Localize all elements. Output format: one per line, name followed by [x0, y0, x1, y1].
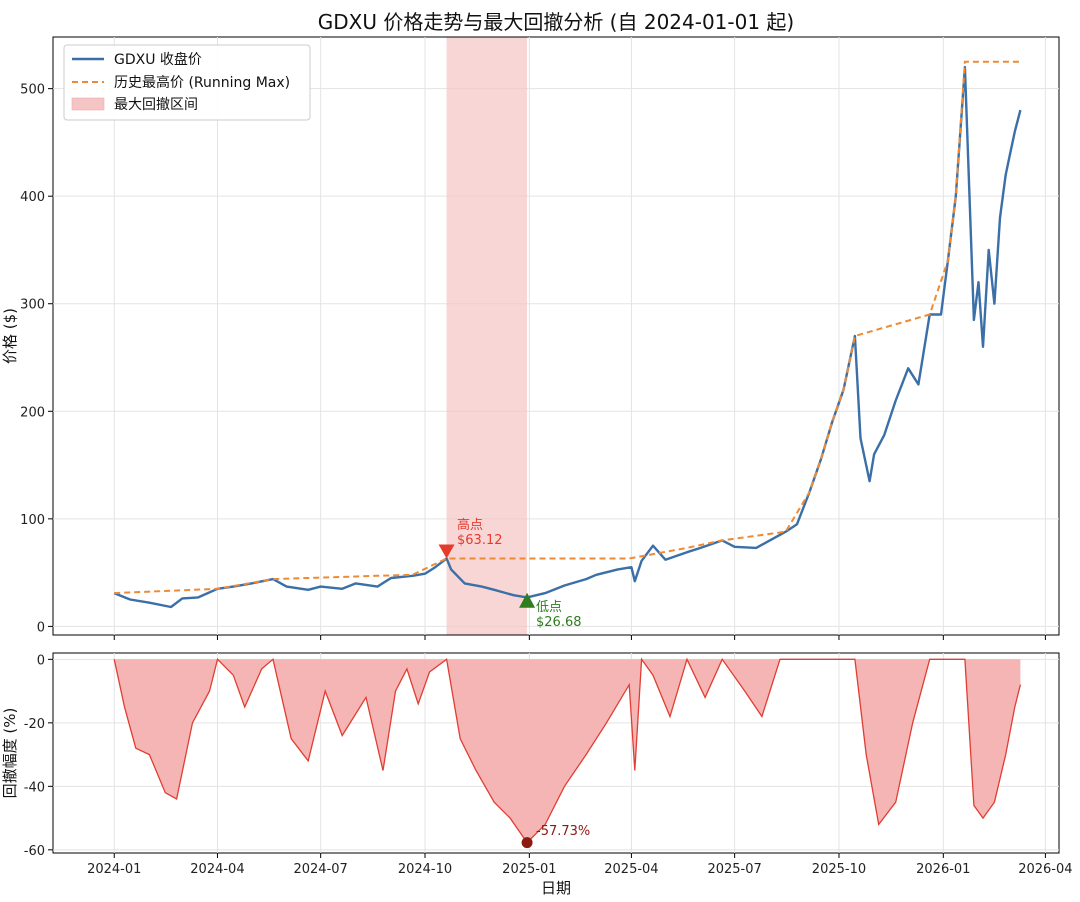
drawdown-area-layer: [113, 657, 1022, 849]
drawdown-y-tick-label: 0: [37, 653, 45, 668]
x-tick-label: 2024-01: [87, 862, 141, 877]
peak-value-label: $63.12: [457, 533, 503, 548]
drawdown-y-tick-label: -60: [24, 844, 45, 859]
trough-value-label: $26.68: [536, 615, 582, 630]
x-tick-label: 2025-07: [707, 862, 761, 877]
legend-drawdown-region-swatch: [71, 97, 105, 111]
price-y-tick-label: 200: [20, 405, 45, 420]
x-tick-label: 2024-04: [190, 862, 244, 877]
price-panel: 0 100 200 300 400 500 高点 $63.12 低点 $26.68 价格 …: [1, 36, 1060, 640]
annotation-layer: 高点 $63.12 低点 $26.68: [438, 517, 582, 630]
legend: GDXU 收盘价 历史最高价 (Running Max) 最大回撤区间: [63, 44, 311, 121]
running-max-line: [114, 60, 1021, 595]
peak-label: 高点: [457, 517, 483, 533]
price-lines-layer: [113, 60, 1022, 609]
price-x-ticks: [113, 635, 1046, 640]
drawdown-area-fill: [114, 659, 1021, 843]
trough-label: 低点: [536, 600, 562, 615]
max-drawdown-label: -57.73%: [536, 824, 590, 839]
peak-marker: [438, 544, 455, 559]
chart-title: GDXU 价格走势与最大回撤分析 (自 2024-01-01 起): [318, 10, 795, 34]
price-y-tick-label: 400: [20, 190, 45, 205]
trough-marker: [519, 592, 536, 608]
drawdown-region-layer: [446, 37, 528, 635]
x-axis-label: 日期: [541, 879, 571, 897]
x-tick-label: 2026-01: [916, 862, 970, 877]
drawdown-y-tick-label: -20: [24, 717, 45, 732]
legend-running-max-label: 历史最高价 (Running Max): [114, 74, 290, 91]
x-tick-label: 2024-07: [293, 862, 347, 877]
x-tick-label: 2025-04: [604, 862, 658, 877]
legend-price-label: GDXU 收盘价: [114, 51, 202, 68]
drawdown-x-ticks: 2024-01 2024-04 2024-07 2024-10 2025-01 2025-…: [87, 853, 1073, 877]
x-tick-label: 2025-10: [812, 862, 866, 877]
x-tick-label: 2024-10: [398, 862, 452, 877]
x-tick-label: 2026-04: [1018, 862, 1072, 877]
drawdown-region-shade: [446, 37, 528, 635]
price-y-tick-label: 500: [20, 83, 45, 98]
drawdown-y-ticks: 0 -20 -40 -60: [24, 653, 53, 859]
price-y-tick-label: 0: [37, 620, 45, 635]
drawdown-y-axis-label: 回撤幅度 (%): [1, 708, 19, 799]
legend-box: [63, 44, 311, 121]
drawdown-y-tick-label: -40: [24, 780, 45, 795]
x-tick-label: 2025-01: [502, 862, 556, 877]
price-y-ticks: 0 100 200 300 400 500: [20, 83, 53, 635]
price-y-tick-label: 100: [20, 513, 45, 528]
drawdown-line: [113, 657, 1022, 844]
drawdown-panel: 0-20-40-60 2024-01 2024-04 2024-07 2024-10 2…: [1, 652, 1073, 897]
price-y-axis-label: 价格 ($): [1, 308, 19, 364]
max-drawdown-marker: [521, 837, 533, 849]
price-plot-area: [52, 36, 1060, 636]
price-y-tick-label: 300: [20, 298, 45, 313]
legend-drawdown-region-label: 最大回撤区间: [114, 97, 198, 113]
